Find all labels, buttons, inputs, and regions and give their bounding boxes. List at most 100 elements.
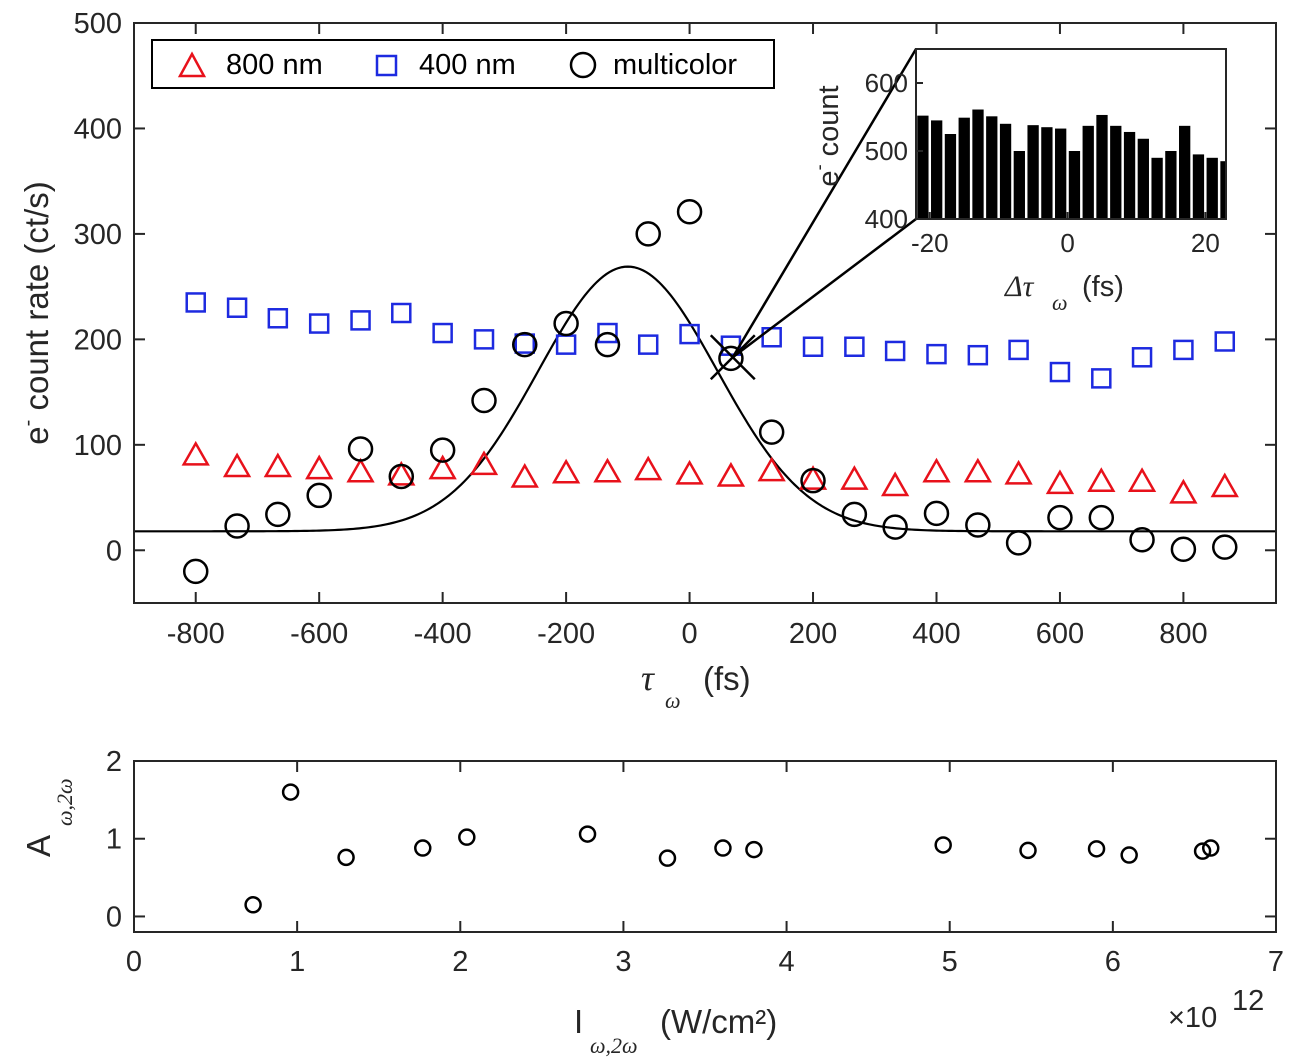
triangle-point bbox=[551, 458, 581, 484]
svg-text:A: A bbox=[20, 835, 57, 857]
inset-bar bbox=[1151, 157, 1163, 219]
circle-point bbox=[594, 331, 621, 358]
svg-text:I: I bbox=[574, 1003, 583, 1040]
bottom-circle-point bbox=[714, 839, 732, 857]
circle-point bbox=[429, 437, 456, 463]
svg-text:(W/cm²): (W/cm²) bbox=[660, 1003, 777, 1040]
triangle-point bbox=[1127, 467, 1157, 492]
inset-x-tick-label: 20 bbox=[1191, 228, 1220, 258]
bottom-x-tick-label: 5 bbox=[942, 946, 958, 978]
bottom-circle-point bbox=[458, 828, 476, 846]
svg-text:ω,2ω: ω,2ω bbox=[590, 1033, 638, 1058]
square-point bbox=[226, 297, 248, 318]
inset-bar bbox=[1179, 125, 1191, 219]
bottom-x-tick-label: 4 bbox=[779, 946, 795, 978]
bottom-x-tick-label: 0 bbox=[126, 946, 142, 978]
main-xlabel: τ ω (fs) bbox=[641, 658, 751, 713]
inset-bar bbox=[944, 134, 957, 219]
triangle-point bbox=[1210, 472, 1239, 498]
x-tick-label: -200 bbox=[537, 618, 595, 650]
inset-bar bbox=[917, 115, 929, 219]
inset-bar bbox=[1096, 114, 1108, 219]
fit-line bbox=[134, 265, 1276, 533]
legend-box bbox=[151, 39, 775, 89]
circle-point bbox=[347, 436, 374, 462]
square-point bbox=[1091, 368, 1112, 389]
circle-point bbox=[718, 345, 744, 372]
circle-point bbox=[1129, 526, 1155, 553]
inset-bar bbox=[1055, 128, 1067, 219]
y-tick-label: 100 bbox=[74, 430, 122, 462]
triangle-point bbox=[387, 460, 416, 486]
bottom-plot-frame bbox=[133, 760, 1277, 933]
circle-point bbox=[1047, 504, 1073, 531]
inset-bar bbox=[1041, 127, 1053, 219]
circle-point bbox=[1212, 534, 1238, 560]
triangle-point bbox=[675, 459, 704, 485]
inset-bar bbox=[1027, 125, 1039, 219]
triangle-point bbox=[922, 457, 951, 483]
svg-text:(fs): (fs) bbox=[703, 660, 751, 697]
circle-point bbox=[471, 387, 497, 414]
circle-point bbox=[224, 513, 250, 539]
connector-line bbox=[732, 218, 917, 359]
circle-point bbox=[676, 199, 703, 225]
x-tick-label: -800 bbox=[167, 618, 225, 650]
square-point bbox=[185, 292, 206, 313]
legend-triangle-icon bbox=[177, 51, 207, 78]
x-tick-label: 800 bbox=[1159, 618, 1207, 650]
triangle-point bbox=[263, 452, 292, 478]
bottom-ticks: 0 1 2 3 4 5 6 7 0 1 2 bbox=[106, 746, 1284, 978]
x-tick-label: 600 bbox=[1036, 618, 1084, 650]
x-tick-label: 0 bbox=[681, 618, 697, 650]
circle-point bbox=[388, 463, 415, 490]
triangle-point bbox=[1045, 469, 1075, 495]
inset-bar bbox=[1123, 131, 1136, 219]
legend-square-icon bbox=[375, 54, 398, 77]
bottom-y-tick-label: 1 bbox=[106, 824, 122, 856]
triangle-point bbox=[798, 465, 828, 490]
svg-text:(fs): (fs) bbox=[1082, 271, 1124, 303]
square-point bbox=[473, 329, 495, 350]
triangle-point bbox=[510, 462, 539, 488]
square-point bbox=[391, 302, 412, 324]
legend-label-800nm: 800 nm bbox=[226, 49, 323, 81]
bottom-circle-point bbox=[337, 848, 355, 867]
svg-text:ω,2ω: ω,2ω bbox=[52, 778, 77, 826]
circle-point bbox=[841, 501, 868, 528]
circle-point bbox=[1005, 530, 1032, 556]
main-ticks: -800 -600 -400 -200 0 200 400 600 80001002003004… bbox=[74, 8, 1276, 650]
circle-point bbox=[306, 482, 332, 509]
circle-point bbox=[800, 467, 826, 494]
bottom-circle-point bbox=[934, 836, 952, 854]
bottom-circle-point bbox=[578, 825, 597, 843]
exponent-label: ×10 12 bbox=[1168, 985, 1264, 1034]
bottom-x-tick-label: 2 bbox=[452, 946, 468, 978]
triangle-point bbox=[716, 461, 746, 487]
inset-xlabel: Δτ ω (fs) bbox=[1004, 270, 1124, 315]
circle-point bbox=[635, 221, 661, 247]
bottom-circle-point bbox=[1120, 846, 1138, 864]
inset-frame bbox=[915, 48, 1227, 220]
circle-point bbox=[1088, 504, 1115, 531]
triangle-point bbox=[880, 471, 910, 497]
bottom-circle-point bbox=[244, 896, 262, 914]
x-tick-label: 200 bbox=[789, 618, 837, 650]
triangle-point bbox=[963, 457, 992, 483]
y-tick-label: 400 bbox=[74, 113, 122, 145]
circle-point bbox=[758, 419, 785, 445]
inset-y-tick-label: 500 bbox=[865, 136, 908, 166]
inset-y-tick-label: 600 bbox=[865, 68, 908, 98]
main-plot-frame bbox=[133, 22, 1277, 604]
inset-bar bbox=[1068, 151, 1081, 219]
circle-point bbox=[965, 512, 991, 538]
square-point bbox=[597, 322, 618, 344]
bottom-circle-point bbox=[1193, 842, 1212, 860]
bottom-x-tick-label: 7 bbox=[1268, 946, 1284, 978]
triangle-point bbox=[305, 454, 334, 480]
legend-label-400nm: 400 nm bbox=[419, 49, 516, 81]
square-point bbox=[432, 322, 453, 344]
svg-text:ω: ω bbox=[1052, 290, 1068, 315]
triangle-point bbox=[840, 465, 869, 490]
